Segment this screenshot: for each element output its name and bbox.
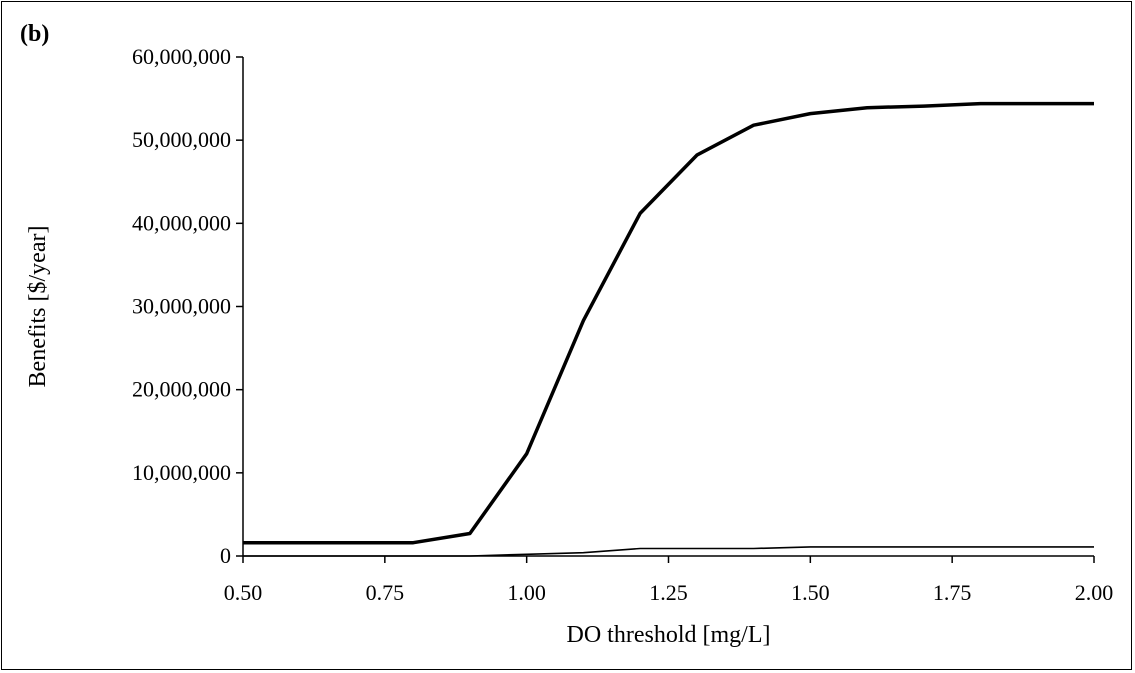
x-tick-label: 1.75 [933,580,972,605]
x-tick-label: 1.25 [649,580,688,605]
x-tick-label: 1.00 [507,580,546,605]
y-tick-label: 40,000,000 [132,210,231,235]
x-tick-label: 0.75 [366,580,405,605]
panel-label: (b) [20,21,49,47]
x-tick-label: 1.50 [791,580,830,605]
x-axis-title: DO threshold [mg/L] [567,622,771,648]
y-tick-label: 20,000,000 [132,377,231,402]
y-axis-title: Benefits [$/year] [25,226,51,388]
y-tick-label: 10,000,000 [132,460,231,485]
y-tick-label: 50,000,000 [132,127,231,152]
y-tick-label: 30,000,000 [132,294,231,319]
x-tick-label: 0.50 [224,580,263,605]
series-line-1 [243,101,1094,545]
x-tick-label: 2.00 [1075,580,1114,605]
axes: 0 10,000,000 20,000,000 30,000,000 40,000,00… [132,44,1113,605]
y-tick-label: 60,000,000 [132,44,231,69]
series-layer [243,101,1094,557]
series-line-2 [243,546,1094,557]
y-tick-label: 0 [220,543,231,568]
